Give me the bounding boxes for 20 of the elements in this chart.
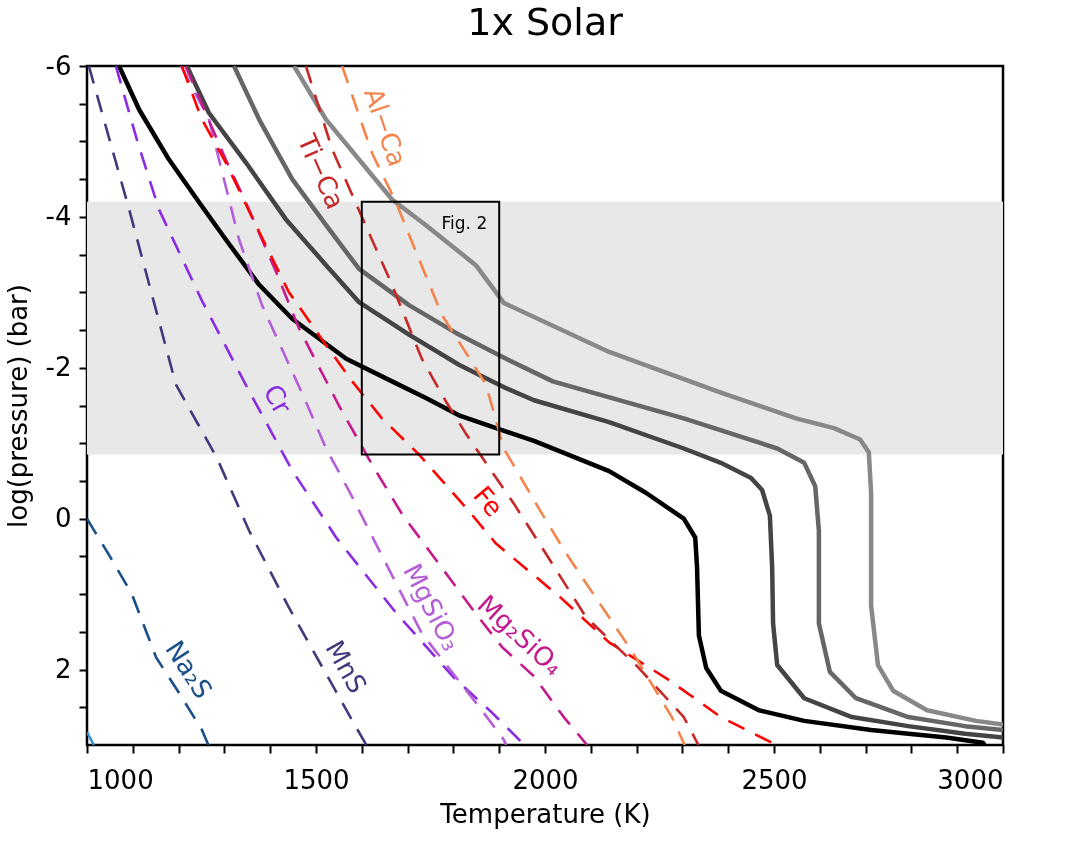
text: Cr: [257, 379, 298, 420]
x-tick-label: 3000: [937, 764, 1004, 795]
text: Ti−Ca: [291, 128, 351, 214]
line-series: [87, 517, 210, 745]
y-tick-label: -2: [45, 352, 72, 383]
x-tick-label: 1500: [283, 764, 350, 795]
text: Fe: [467, 480, 510, 523]
x-tick-label: 1000: [87, 764, 154, 795]
text: Al−Ca: [357, 83, 413, 171]
y-tick-label: 0: [54, 503, 72, 534]
text: MnS: [319, 635, 373, 699]
annotation: Fig. 2: [441, 212, 488, 233]
x-tick-label: 2500: [741, 764, 808, 795]
y-tick-label: -4: [45, 201, 72, 232]
chart-title: 1x Solar: [467, 0, 624, 44]
y-tick-label: 2: [54, 654, 72, 685]
x-axis-title: Temperature (K): [439, 798, 651, 829]
y-axis-title: log(pressure) (bar): [2, 284, 33, 528]
x-tick-label: 2000: [512, 764, 579, 795]
y-tick-label: -6: [45, 50, 72, 81]
